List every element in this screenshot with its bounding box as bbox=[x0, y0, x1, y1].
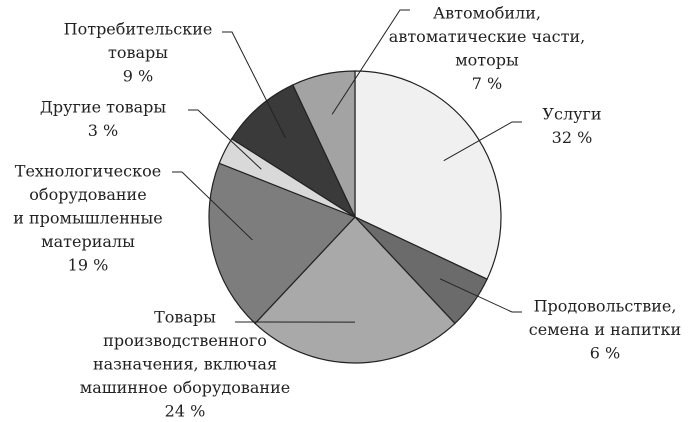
slice-label: назначения, включая bbox=[93, 355, 277, 374]
slice-label: Технологическое bbox=[15, 162, 161, 181]
slice-label: товары bbox=[108, 43, 168, 62]
value-label: 9 % bbox=[123, 67, 153, 86]
pie-slice bbox=[292, 70, 356, 218]
slice-label: материалы bbox=[41, 232, 135, 251]
leader-line bbox=[188, 109, 262, 170]
slice-label: автоматические части, bbox=[389, 27, 585, 46]
value-label: 3 % bbox=[88, 121, 118, 140]
leader-line bbox=[331, 9, 410, 115]
slice-label: Продовольствие, bbox=[534, 297, 677, 316]
leader-line bbox=[222, 31, 286, 139]
slice-label: Товары bbox=[154, 308, 216, 327]
leader-line bbox=[439, 278, 522, 313]
slice-label: оборудование bbox=[29, 185, 146, 204]
slice-label: Автомобили, bbox=[433, 4, 541, 23]
pie-slice bbox=[254, 216, 456, 364]
pie-slice bbox=[354, 70, 502, 280]
slice-label: Потребительские bbox=[64, 20, 213, 39]
slice-label: производственного bbox=[103, 331, 267, 350]
slice-label: Другие товары bbox=[40, 98, 167, 117]
value-label: 6 % bbox=[590, 344, 620, 363]
slice-label: машинное оборудование bbox=[80, 378, 290, 397]
slice-label: Услуги bbox=[542, 105, 601, 124]
value-label: 7 % bbox=[472, 74, 502, 93]
slice-label: моторы bbox=[455, 51, 519, 70]
value-label: 24 % bbox=[165, 402, 206, 421]
value-label: 19 % bbox=[68, 256, 109, 275]
value-label: 32 % bbox=[552, 128, 593, 147]
pie-slice bbox=[230, 84, 357, 219]
slice-label: семена и напитки bbox=[529, 320, 681, 339]
slice-label: и промышленные bbox=[13, 209, 163, 228]
leader-line bbox=[443, 121, 522, 162]
pie-slice bbox=[208, 162, 357, 325]
leader-line bbox=[172, 171, 253, 241]
